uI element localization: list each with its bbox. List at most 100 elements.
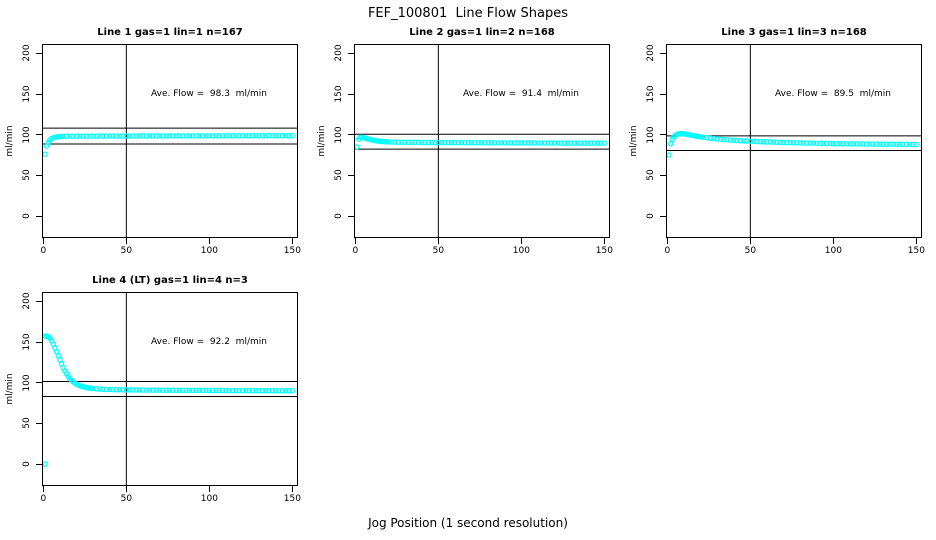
data-point [528, 140, 535, 146]
data-point [764, 139, 770, 145]
data-point [428, 139, 435, 146]
data-point [472, 139, 478, 146]
data-point [106, 386, 113, 393]
data-point [42, 151, 48, 157]
data-point [256, 133, 262, 139]
data-point [750, 138, 757, 145]
data-point [531, 140, 538, 146]
panel-line-1: Line 1 gas=1 lin=1 n=167 Ave. Flow = 98.… [5, 27, 301, 256]
data-point [515, 140, 521, 146]
data-point [354, 144, 360, 150]
data-point [870, 141, 876, 147]
data-point [253, 133, 259, 139]
data-point [93, 386, 100, 392]
data-point [883, 141, 890, 147]
data-point [110, 386, 116, 393]
data-point [273, 133, 279, 139]
data-point [697, 134, 704, 140]
y-tick-label: 200 [22, 44, 32, 62]
x-tick-label: 150 [595, 246, 613, 256]
x-tick-label: 150 [283, 246, 301, 256]
data-point [877, 141, 883, 147]
x-axis-figure-label: Jog Position (1 second resolution) [368, 516, 568, 530]
ave-flow-annotation: Ave. Flow = 98.3 ml/min [151, 89, 267, 99]
data-point [857, 141, 863, 147]
ave-flow-annotation: Ave. Flow = 89.5 ml/min [775, 89, 891, 99]
data-point [737, 137, 744, 144]
x-tick-label: 150 [283, 494, 301, 504]
data-point [199, 133, 206, 139]
x-tick-mark [42, 238, 44, 244]
data-point [890, 141, 896, 148]
panel-title: Line 3 gas=1 lin=3 n=168 [721, 27, 867, 38]
x-tick-label: 150 [907, 246, 925, 256]
data-point [100, 386, 106, 393]
data-point [150, 387, 156, 393]
data-point [87, 133, 93, 139]
x-tick-label: 100 [200, 246, 218, 256]
x-tick-label: 50 [120, 246, 133, 256]
data-point [123, 133, 130, 139]
data-point [97, 386, 103, 392]
data-point [163, 387, 169, 394]
data-point [575, 140, 581, 146]
data-point [405, 139, 412, 146]
data-point [438, 139, 445, 146]
data-point [442, 139, 448, 146]
data-point [485, 139, 491, 146]
data-point [160, 387, 166, 394]
data-point [90, 385, 96, 392]
y-tick-mark [348, 93, 354, 95]
data-point [744, 138, 750, 144]
data-point [903, 141, 910, 148]
data-point [243, 133, 249, 139]
data-point [276, 387, 282, 394]
data-point [266, 132, 272, 139]
data-point [525, 140, 531, 146]
data-point [392, 139, 398, 145]
data-point [269, 387, 276, 394]
data-point [754, 138, 760, 145]
data-point [133, 133, 140, 139]
data-point [60, 133, 67, 140]
data-point [173, 387, 179, 394]
data-point [760, 139, 767, 145]
data-point [780, 139, 787, 146]
y-tick-mark [348, 134, 354, 136]
data-point [166, 133, 173, 139]
data-point [409, 139, 415, 146]
data-point [100, 133, 106, 139]
data-point [42, 461, 48, 467]
data-point [170, 387, 176, 394]
data-point [747, 138, 754, 144]
data-point [219, 387, 226, 394]
data-point [233, 387, 239, 394]
y-tick-label: 200 [646, 44, 656, 62]
data-point [246, 133, 252, 139]
y-tick-mark [36, 134, 42, 136]
data-point [800, 140, 807, 146]
panel-line-4: Line 4 (LT) gas=1 lin=4 n=3 Ave. Flow = … [5, 275, 301, 504]
data-point [156, 133, 163, 139]
data-point [501, 140, 508, 146]
data-point [415, 139, 422, 146]
data-point [103, 133, 110, 139]
data-point [183, 133, 189, 139]
data-point [770, 139, 777, 145]
data-point [170, 133, 176, 139]
data-point [193, 133, 199, 139]
y-tick-label: 100 [22, 126, 32, 144]
data-point [425, 139, 432, 146]
data-point [511, 140, 518, 146]
data-point [130, 133, 136, 139]
y-tick-label: 50 [646, 169, 656, 182]
data-point [286, 133, 292, 139]
data-point [860, 141, 866, 147]
data-point [893, 141, 900, 148]
y-tick-mark [660, 134, 666, 136]
data-point [598, 140, 604, 146]
data-point [810, 140, 817, 146]
data-point [707, 135, 714, 142]
data-point [558, 140, 564, 146]
x-tick-mark [354, 238, 356, 244]
